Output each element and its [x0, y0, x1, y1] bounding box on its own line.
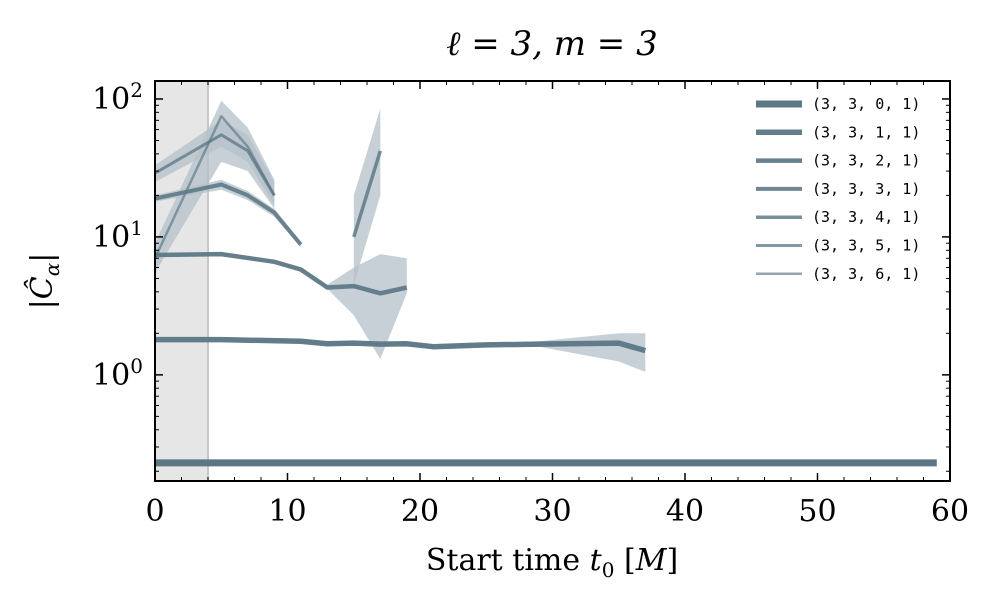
axis-ticks: 0 10 20 30 40 50 60 100 101 102 [92, 78, 969, 529]
x-tick-label: 40 [666, 494, 704, 529]
series-line-4 [352, 150, 382, 238]
x-tick-label: 50 [798, 494, 836, 529]
x-tick-label: 60 [931, 494, 969, 529]
chart-title: ℓ = 3, m = 3 [446, 24, 658, 64]
legend: (3, 3, 0, 1) (3, 3, 1, 1) (3, 3, 2, 1) (3, … [756, 95, 920, 283]
series-line-3 [155, 182, 303, 246]
legend-label-2: (3, 3, 2, 1) [812, 152, 920, 170]
legend-label-5: (3, 3, 5, 1) [812, 237, 920, 255]
y-axis-label: |Ĉα| [24, 253, 64, 310]
legend-label-4: (3, 3, 4, 1) [812, 208, 920, 226]
series-line-2 [155, 251, 408, 296]
legend-label-1: (3, 3, 1, 1) [812, 123, 920, 141]
series-line-6 [155, 114, 276, 259]
series-lines [155, 114, 937, 467]
x-axis-label: Start time t0 [M] [426, 543, 678, 582]
y-tick-label: 100 [92, 354, 143, 393]
legend-label-0: (3, 3, 0, 1) [812, 95, 920, 113]
y-tick-label: 102 [92, 78, 143, 117]
band-3 [155, 179, 301, 248]
x-tick-label: 30 [533, 494, 571, 529]
band-2 [155, 252, 407, 360]
y-tick-label: 101 [92, 216, 143, 255]
x-tick-label: 20 [401, 494, 439, 529]
x-tick-label: 0 [145, 494, 164, 529]
series-line-1 [155, 336, 647, 354]
legend-label-6: (3, 3, 6, 1) [812, 265, 920, 283]
x-tick-label: 10 [268, 494, 306, 529]
legend-label-3: (3, 3, 3, 1) [812, 180, 920, 198]
